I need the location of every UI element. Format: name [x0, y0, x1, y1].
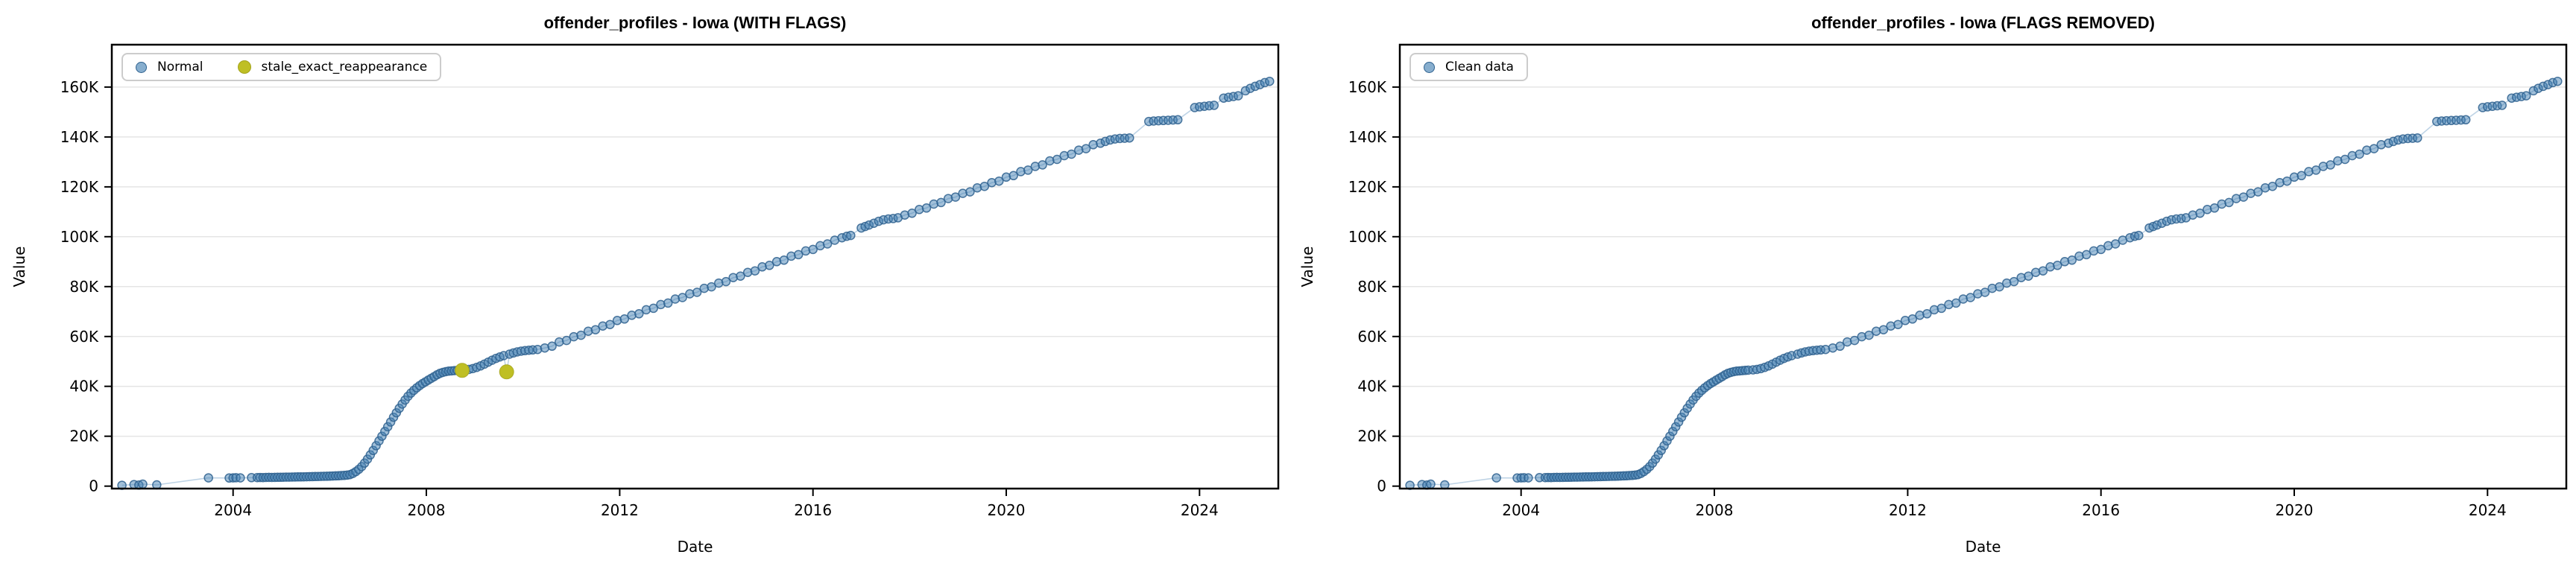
svg-text:80K: 80K: [69, 278, 98, 296]
clean-data-marker-icon: [1424, 61, 1435, 73]
stale-marker-icon: [237, 60, 251, 74]
svg-text:2004: 2004: [1502, 501, 1540, 519]
svg-text:80K: 80K: [1357, 278, 1386, 296]
svg-text:100K: 100K: [1348, 228, 1387, 246]
svg-text:160K: 160K: [1348, 78, 1387, 96]
svg-text:120K: 120K: [60, 178, 99, 196]
svg-text:2012: 2012: [1889, 501, 1927, 519]
svg-text:20K: 20K: [1357, 428, 1386, 445]
svg-text:2008: 2008: [1696, 501, 1734, 519]
svg-text:140K: 140K: [60, 128, 99, 146]
plot-flags-removed: 0 20K 40K 60K 80K 100K 120K 140K 160K 2004 2008 201…: [1348, 43, 2568, 519]
legend-label-stale: stale_exact_reappearance: [261, 60, 428, 74]
y-axis-label: Value: [1298, 246, 1316, 287]
chart-title-with-flags: offender_profiles - Iowa (WITH FLAGS): [543, 13, 847, 32]
chart-panel-flags-removed: 0 20K 40K 60K 80K 100K 120K 140K 160K 2004 2008 201…: [1288, 0, 2576, 572]
svg-text:40K: 40K: [1357, 378, 1386, 395]
svg-text:2008: 2008: [408, 501, 446, 519]
svg-text:140K: 140K: [1348, 128, 1387, 146]
svg-text:0: 0: [89, 477, 98, 495]
legend-entry-stale-exact-reappearance: stale_exact_reappearance: [237, 60, 428, 74]
svg-text:2020: 2020: [2276, 501, 2314, 519]
normal-marker-icon: [136, 61, 147, 73]
y-axis-label: Value: [10, 246, 28, 287]
svg-text:20K: 20K: [69, 428, 98, 445]
chart-title-flags-removed: offender_profiles - Iowa (FLAGS REMOVED): [1811, 13, 2155, 32]
legend-label-clean-data: Clean data: [1445, 60, 1514, 74]
svg-text:2016: 2016: [794, 501, 832, 519]
legend-flags-removed: Clean data: [1409, 53, 1528, 81]
legend-with-flags: Normal stale_exact_reappearance: [121, 53, 442, 81]
svg-text:40K: 40K: [69, 378, 98, 395]
plot-with-flags: 0 20K 40K 60K 80K 100K 120K 140K 160K 2004 2008 201…: [60, 43, 1280, 519]
svg-text:60K: 60K: [1357, 328, 1386, 346]
svg-text:120K: 120K: [1348, 178, 1387, 196]
svg-text:2004: 2004: [214, 501, 252, 519]
svg-text:160K: 160K: [60, 78, 99, 96]
svg-text:100K: 100K: [60, 228, 99, 246]
svg-text:2024: 2024: [1181, 501, 1219, 519]
x-axis-label: Date: [677, 538, 713, 556]
svg-text:2016: 2016: [2082, 501, 2120, 519]
x-axis-label: Date: [1965, 538, 2001, 556]
legend-entry-normal: Normal: [136, 60, 203, 74]
chart-panel-with-flags: 0 20K 40K 60K 80K 100K 120K 140K 160K 2004 2008 201…: [10, 13, 1280, 556]
legend-entry-clean-data: Clean data: [1424, 60, 1514, 74]
svg-text:60K: 60K: [69, 328, 98, 346]
legend-label-normal: Normal: [157, 60, 203, 74]
svg-text:2012: 2012: [601, 501, 639, 519]
svg-text:0: 0: [1377, 477, 1386, 495]
svg-text:2024: 2024: [2469, 501, 2507, 519]
svg-text:2020: 2020: [988, 501, 1026, 519]
